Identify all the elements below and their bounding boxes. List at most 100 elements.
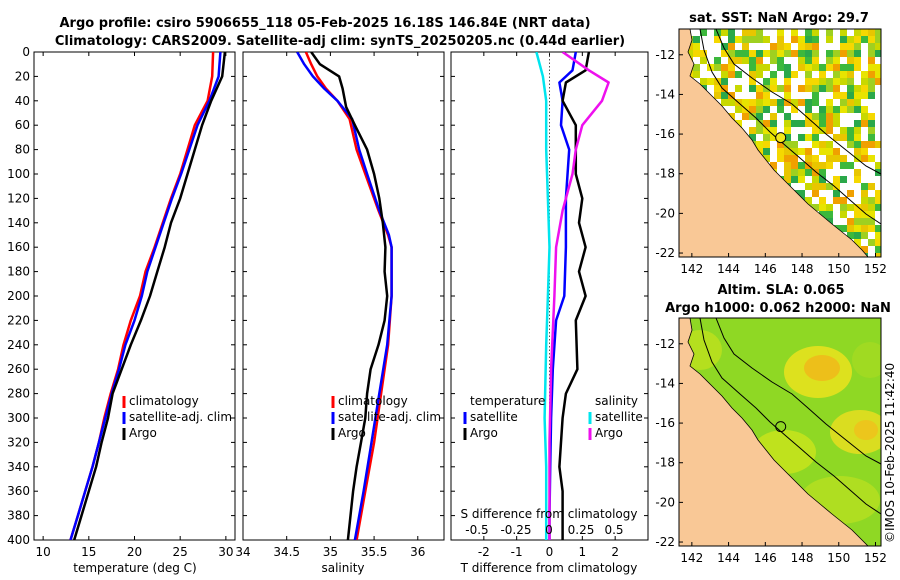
sst-cell	[819, 120, 826, 127]
sst-cell	[798, 120, 805, 127]
sst-cell	[861, 190, 868, 197]
x-tick-label: 1	[579, 545, 587, 559]
sst-cell	[728, 50, 735, 57]
sst-cell	[714, 36, 721, 43]
legend-climatology: climatology	[129, 394, 199, 408]
sst-cell	[791, 36, 798, 43]
sst-cell	[833, 134, 840, 141]
sst-cell	[721, 92, 728, 99]
sla-map-title: Altim. SLA: 0.065	[718, 283, 845, 298]
sst-cell	[854, 92, 861, 99]
sst-cell	[770, 99, 777, 106]
sst-cell	[847, 43, 854, 50]
sst-cell	[714, 64, 721, 71]
sla-argo-marker	[775, 421, 787, 433]
sst-cell	[875, 225, 881, 232]
sst-cell	[784, 113, 791, 120]
sst-cell	[742, 29, 749, 36]
sst-cell	[826, 57, 833, 64]
sst-cell	[812, 57, 819, 64]
sst-cell	[868, 113, 875, 120]
lat-tick-label: -12	[655, 337, 675, 351]
sst-cell	[875, 78, 881, 85]
sst-cell	[777, 141, 784, 148]
sst-cell	[763, 99, 770, 106]
lon-tick-label: 148	[791, 262, 814, 276]
sst-cell	[756, 120, 763, 127]
lat-tick-label: -14	[655, 376, 675, 390]
sst-cell	[847, 92, 854, 99]
sst-cell	[805, 197, 812, 204]
sst-cell	[868, 183, 875, 190]
sst-cell	[812, 183, 819, 190]
s-difference-axis-label: S difference from climatology	[461, 507, 638, 521]
sst-cell	[749, 78, 756, 85]
sst-cell	[756, 106, 763, 113]
sst-cell	[819, 162, 826, 169]
sst-cell	[833, 155, 840, 162]
sst-cell	[868, 197, 875, 204]
sst-cell	[686, 50, 693, 57]
sst-cell	[784, 78, 791, 85]
sst-cell	[721, 99, 728, 106]
lon-tick-label: 150	[827, 551, 850, 565]
sst-cell	[763, 127, 770, 134]
sst-cell	[812, 190, 819, 197]
x-tick-label: 35	[323, 545, 338, 559]
sst-cell	[875, 246, 881, 253]
sst-cell	[770, 78, 777, 85]
sst-cell	[861, 106, 868, 113]
sst-cell	[868, 78, 875, 85]
sst-cell	[812, 120, 819, 127]
legend-salinity-title: salinity	[595, 394, 638, 408]
sst-cell	[791, 141, 798, 148]
sst-cell	[777, 64, 784, 71]
lat-tick-label: -22	[655, 246, 675, 260]
sst-cell	[861, 246, 868, 253]
sst-cell	[819, 148, 826, 155]
sst-cell	[770, 120, 777, 127]
sst-cell	[819, 113, 826, 120]
sst-cell	[784, 141, 791, 148]
sst-cell	[840, 99, 847, 106]
sst-cell	[868, 225, 875, 232]
sst-cell	[784, 155, 791, 162]
sst-cell	[763, 92, 770, 99]
sst-cell	[791, 99, 798, 106]
legend-t-argo: Argo	[470, 426, 498, 440]
sst-cell	[791, 120, 798, 127]
legend-s-satellite: satellite	[595, 410, 643, 424]
legend-satellite-adj: satellite-adj. clim	[338, 410, 441, 424]
sst-cell	[749, 57, 756, 64]
depth-tick-label: 340	[7, 460, 30, 474]
sst-cell	[721, 29, 728, 36]
sst-cell	[784, 85, 791, 92]
sst-cell	[777, 43, 784, 50]
series-line-satellite-adj-clim	[69, 52, 222, 540]
sst-cell	[847, 64, 854, 71]
imos-timestamp: ©IMOS 10-Feb-2025 11:42:40	[883, 363, 897, 543]
sst-cell	[798, 50, 805, 57]
sst-cell	[861, 183, 868, 190]
depth-tick-label: 300	[7, 411, 30, 425]
sst-cell	[770, 71, 777, 78]
sst-cell	[875, 64, 881, 71]
sst-cell	[812, 78, 819, 85]
sst-cell	[749, 106, 756, 113]
sst-cell	[854, 218, 861, 225]
sst-cell	[875, 190, 881, 197]
sst-cell	[875, 43, 881, 50]
sst-cell	[700, 29, 707, 36]
sst-cell	[812, 162, 819, 169]
sst-cell	[749, 127, 756, 134]
sst-cell	[861, 120, 868, 127]
sst-cell	[770, 113, 777, 120]
depth-tick-label: 100	[7, 167, 30, 181]
x-tick-label: 20	[127, 545, 142, 559]
x-tick-label: 15	[81, 545, 96, 559]
legend-satellite-adj: satellite-adj. clim	[129, 410, 232, 424]
depth-tick-label: 120	[7, 191, 30, 205]
sst-cell	[819, 211, 826, 218]
sst-cell	[826, 211, 833, 218]
sla-bathymetry-contour	[699, 318, 881, 515]
